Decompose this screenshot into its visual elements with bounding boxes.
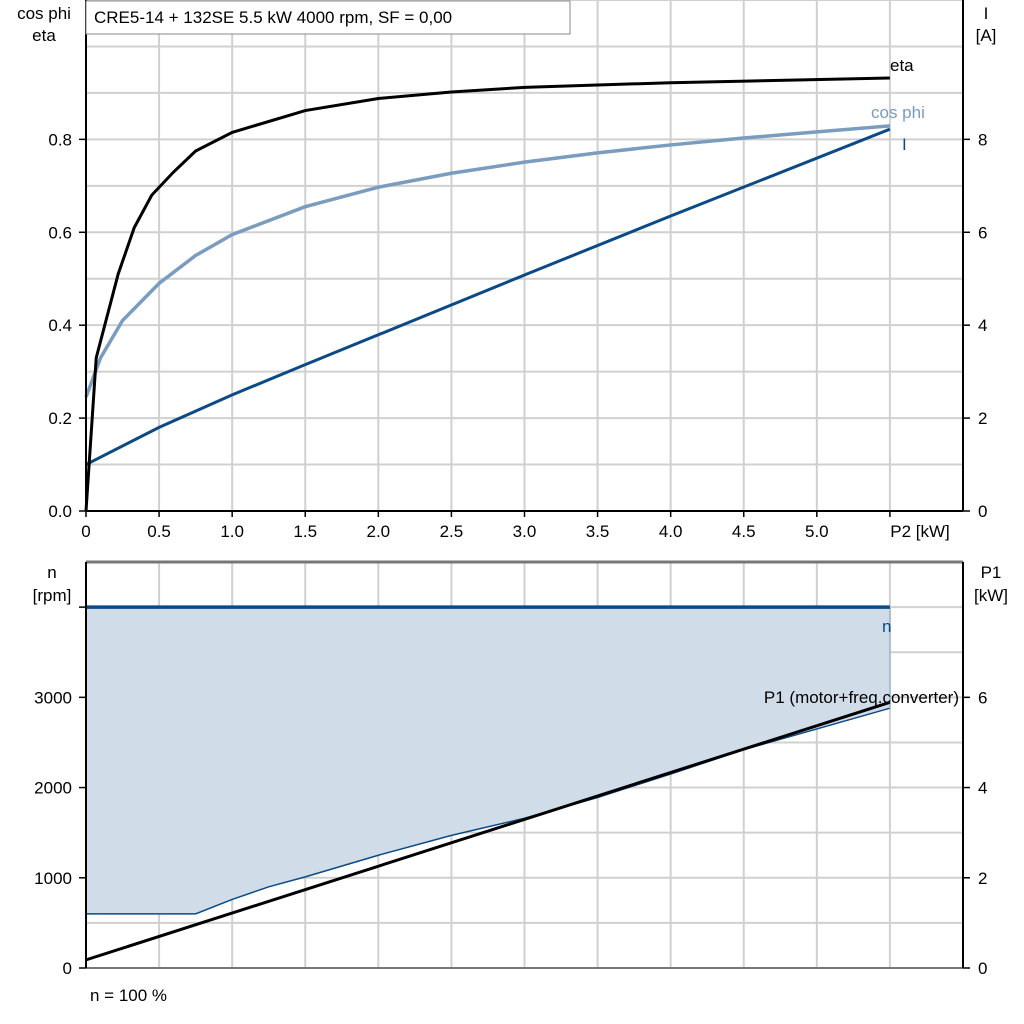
y-tick-label: 0.0	[48, 502, 72, 521]
x-tick-label: 3.5	[586, 522, 610, 541]
top-grid	[86, 0, 963, 511]
i-curve	[85, 127, 891, 466]
bottom-left-axis-label-2: [rpm]	[33, 586, 72, 605]
y-tick-label: 3000	[34, 688, 72, 707]
y-tick-label: 0.8	[48, 130, 72, 149]
y-tick-label: 0.2	[48, 409, 72, 428]
x-tick-label: 5.0	[805, 522, 829, 541]
y-right-tick-label: 6	[978, 688, 987, 707]
y-right-tick-label: 0	[978, 502, 987, 521]
p1-series-label: P1 (motor+freq.converter)	[764, 688, 959, 707]
operating-range-area	[86, 607, 890, 914]
x-tick-label: 1.5	[293, 522, 317, 541]
eta-series-label: eta	[890, 56, 914, 75]
eta-curve	[84, 76, 890, 512]
bottom-right-axis-label-1: P1	[981, 563, 1002, 582]
title-box	[85, 0, 571, 35]
x-tick-label: 2.0	[367, 522, 391, 541]
x-tick-label: 0.5	[147, 522, 171, 541]
y-tick-label: 1000	[34, 869, 72, 888]
bottom-left-axis-label-1: n	[47, 563, 56, 582]
x-tick-label: 1.0	[220, 522, 244, 541]
cos-phi-curve	[84, 124, 891, 398]
x-tick-label: 4.5	[732, 522, 756, 541]
cos-phi-series-label: cos phi	[871, 103, 925, 122]
y-tick-label: 2000	[34, 779, 72, 798]
speed-footer: n = 100 %	[90, 986, 167, 1005]
n-series-label: n	[882, 617, 891, 636]
top-left-axis-label-2: eta	[32, 26, 56, 45]
x-tick-label: 0	[81, 522, 90, 541]
y-tick-label: 0.6	[48, 223, 72, 242]
i-series-label: I	[902, 135, 907, 154]
y-tick-label: 0.4	[48, 316, 72, 335]
chart-title: CRE5-14 + 132SE 5.5 kW 4000 rpm, SF = 0,…	[94, 8, 452, 27]
y-right-tick-label: 0	[978, 959, 987, 978]
top-right-axis-label-2: [A]	[976, 26, 997, 45]
bottom-right-axis-label-2: [kW]	[974, 586, 1008, 605]
p1-curve	[85, 700, 891, 962]
y-tick-label: 0	[63, 959, 72, 978]
y-right-tick-label: 4	[978, 316, 987, 335]
chart-marks	[84, 76, 891, 962]
top-right-axis-label-1: I	[984, 4, 989, 23]
x-tick-label: 4.0	[659, 522, 683, 541]
y-right-tick-label: 6	[978, 223, 987, 242]
y-right-tick-label: 2	[978, 409, 987, 428]
y-right-tick-label: 8	[978, 130, 987, 149]
x-axis-label: P2 [kW]	[890, 522, 950, 541]
axes: 0 0.5 1.0 1.5 2.0 2.5 3.0 3.5 4.0 4.5 5.0 0.0 0.2 0.4…	[34, 0, 987, 978]
top-left-axis-label-1: cos phi	[17, 4, 71, 23]
y-right-tick-label: 2	[978, 869, 987, 888]
y-right-tick-label: 4	[978, 779, 987, 798]
x-tick-label: 2.5	[440, 522, 464, 541]
x-tick-label: 3.0	[513, 522, 537, 541]
